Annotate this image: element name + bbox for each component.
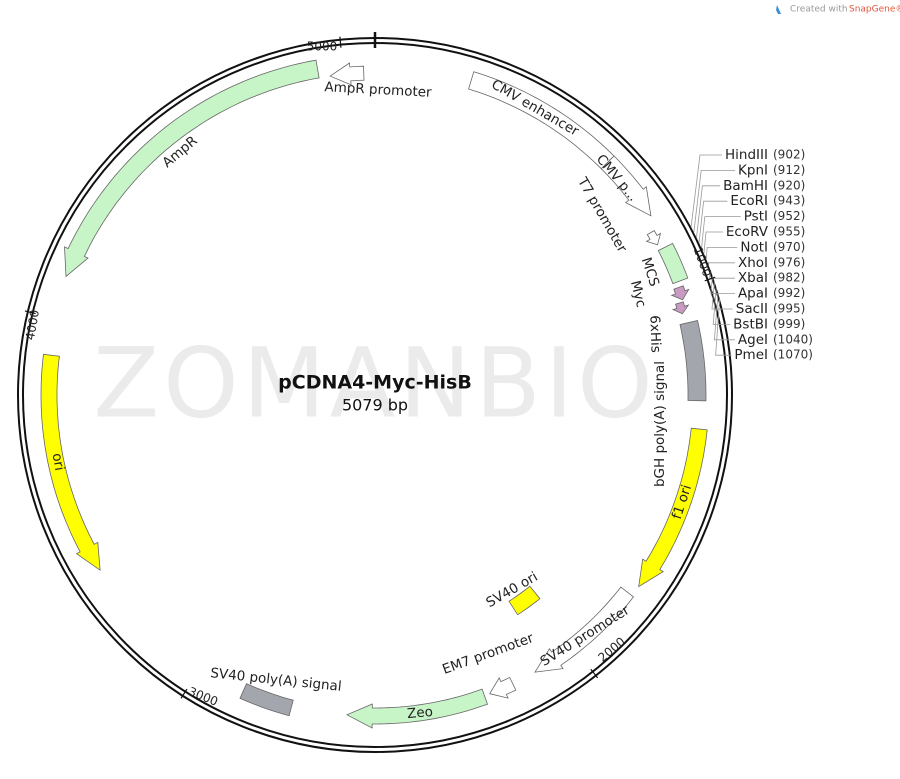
site-leader: [713, 292, 735, 341]
brand-name: SnapGene®: [849, 5, 900, 15]
site-name: KpnI: [738, 162, 768, 178]
feature-shape: [638, 427, 708, 588]
site-leader: [698, 200, 728, 243]
site-name: EcoRI: [730, 193, 768, 209]
site-leader: [709, 270, 735, 279]
site-position: (982): [773, 271, 805, 285]
site-position: (992): [773, 286, 805, 300]
site-position: (902): [773, 148, 805, 162]
feature-shape: [534, 586, 635, 673]
feature-shape: [508, 585, 541, 616]
site-leader: [705, 246, 738, 260]
feature-shape: [489, 676, 517, 699]
site-leader: [701, 216, 741, 249]
site-leader: [712, 287, 731, 325]
brand: Created with SnapGene®: [776, 5, 900, 15]
site-leader: [690, 154, 723, 227]
site-position: (1040): [773, 332, 813, 346]
feature-shape: [645, 230, 662, 246]
site-position: (1070): [773, 348, 813, 362]
feature-shape: [239, 683, 294, 717]
site-leader: [703, 231, 723, 254]
feature-shape: [671, 301, 690, 315]
feature-label: AmpR promoter: [324, 79, 432, 101]
site-position: (952): [773, 209, 805, 223]
site-name: AgeI: [738, 332, 768, 348]
site-name: HindIII: [725, 147, 768, 163]
tick: [590, 668, 599, 679]
feature-shape: [346, 688, 489, 729]
site-name: SacII: [736, 301, 768, 317]
tick-label: 5000: [307, 40, 338, 54]
plasmid-name: pCDNA4-Myc-HisB: [278, 372, 472, 394]
site-position: (920): [773, 178, 805, 192]
site-name: ApaI: [738, 286, 768, 302]
watermark: ZOMANBIO: [93, 327, 656, 439]
site-leader: [711, 281, 733, 310]
feature-label: Zeo: [406, 704, 433, 722]
site-leader: [715, 298, 732, 356]
site-name: PmeI: [734, 347, 768, 363]
feature-shape: [329, 62, 365, 86]
tick: [180, 688, 188, 699]
site-position: (999): [773, 317, 805, 331]
feature-shape: [64, 59, 320, 278]
plasmid-size: 5079 bp: [342, 396, 408, 415]
site-name: XhoI: [738, 255, 768, 271]
site-position: (995): [773, 302, 805, 316]
tick-label: 4000: [23, 309, 42, 342]
tick: [704, 276, 716, 282]
site-leader: [696, 185, 721, 238]
restriction-sites: HindIII (902) KpnI (912) BamHI (920) EcoRI (943…: [723, 147, 813, 363]
site-position: (976): [773, 255, 805, 269]
feature-shape: [679, 320, 707, 402]
feature-label: Myc: [627, 279, 649, 309]
site-name: NotI: [740, 239, 768, 255]
feature-label: ori: [49, 452, 68, 472]
feature-shape: [670, 285, 690, 301]
brand-prefix: Created with: [790, 5, 848, 15]
site-name: BstBI: [733, 316, 768, 332]
site-leader: [710, 275, 735, 295]
feature-label: 6xHis: [646, 315, 663, 353]
site-name: PstI: [744, 209, 768, 225]
site-position: (955): [773, 225, 805, 239]
site-leaders: [690, 154, 741, 356]
site-leader: [707, 262, 735, 265]
feature-label: bGH poly(A) signal: [652, 361, 668, 487]
feature-shape: [40, 353, 101, 572]
tick: [339, 36, 342, 48]
site-leader: [693, 169, 736, 233]
site-name: BamHI: [723, 178, 768, 194]
site-position: (943): [773, 194, 805, 208]
brand-icon: [776, 5, 781, 14]
site-position: (970): [773, 240, 805, 254]
feature-shape: [657, 242, 689, 285]
site-name: XbaI: [738, 270, 768, 286]
site-name: EcoRV: [726, 224, 769, 240]
features: [40, 59, 708, 729]
tick: [24, 310, 36, 315]
site-position: (912): [773, 163, 805, 177]
feature-shape: [600, 155, 652, 217]
